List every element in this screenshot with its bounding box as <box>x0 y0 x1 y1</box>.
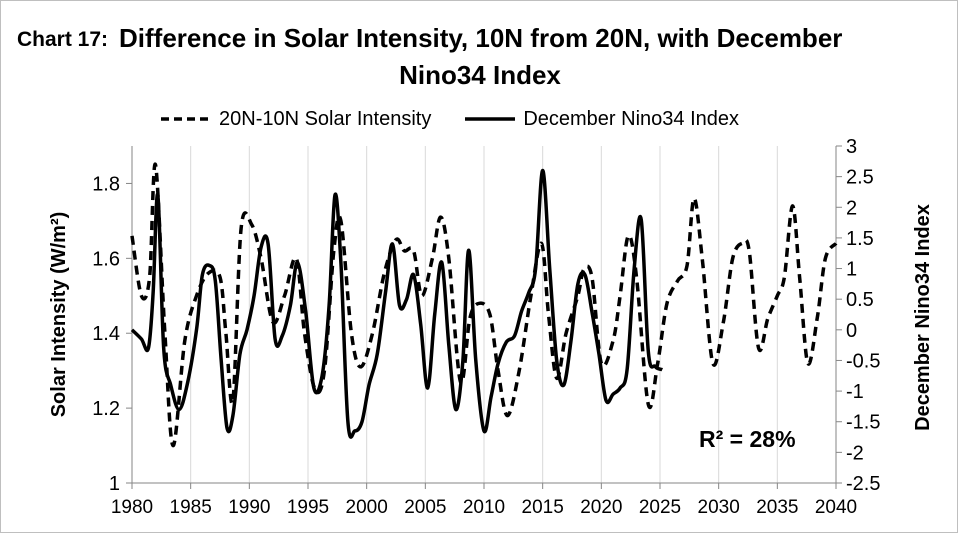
x-tick-label: 1985 <box>170 497 212 518</box>
legend-label-solar: 20N-10N Solar Intensity <box>219 107 432 130</box>
x-tick-label: 2000 <box>346 497 388 518</box>
y-tick-label-right: 0 <box>846 320 857 342</box>
legend: 20N-10N Solar Intensity December Nino34 … <box>161 105 773 133</box>
legend-swatch-solid <box>465 117 516 121</box>
y-tick-label-right: 2.5 <box>846 167 874 189</box>
y-tick-label-right: 0.5 <box>846 289 874 311</box>
x-tick-label: 1990 <box>228 497 270 518</box>
chart-number: Chart 17: <box>17 28 109 51</box>
y-tick-label-right: -2.5 <box>846 473 880 495</box>
y-tick-label-right: -1.5 <box>846 412 880 434</box>
y-tick-label-right: -1 <box>846 381 864 403</box>
x-tick-label: 1995 <box>287 497 329 518</box>
x-tick-label: 2010 <box>463 497 505 518</box>
x-tick-label: 2040 <box>815 497 857 518</box>
legend-label-nino: December Nino34 Index <box>523 107 740 130</box>
x-tick-label: 2005 <box>404 497 446 518</box>
y-tick-label-right: -0.5 <box>846 350 880 372</box>
legend-swatch-dashed <box>161 117 211 121</box>
y-tick-label-left: 1.6 <box>92 248 120 270</box>
y-tick-label-left: 1.2 <box>92 398 120 420</box>
y-tick-label-right: 3 <box>846 136 857 158</box>
x-tick-label: 1980 <box>111 497 153 518</box>
x-tick-label: 2030 <box>698 497 740 518</box>
y-tick-label-left: 1 <box>109 473 120 495</box>
r-squared-annotation: R² = 28% <box>699 426 796 452</box>
x-tick-label: 2025 <box>639 497 681 518</box>
y-tick-label-right: 1.5 <box>846 228 874 250</box>
series-line-nino34-index <box>130 168 664 439</box>
chart-title-line2: Nino34 Index <box>399 60 561 90</box>
y-tick-label-right: -2 <box>846 442 864 464</box>
y-tick-label-right: 1 <box>846 259 857 281</box>
y-axis-title-left: Solar Intensity (W/m²) <box>48 212 70 418</box>
y-tick-label-left: 1.8 <box>92 173 120 195</box>
x-tick-label: 2015 <box>522 497 564 518</box>
x-tick-label: 2020 <box>580 497 622 518</box>
x-tick-label: 2035 <box>756 497 798 518</box>
y-tick-label-left: 1.4 <box>92 323 120 345</box>
y-tick-label-right: 2 <box>846 197 857 219</box>
series-line-solar-intensity <box>130 162 838 448</box>
legend-item-solar: 20N-10N Solar Intensity <box>161 108 431 131</box>
y-axis-title-right: December Nino34 Index <box>912 204 934 431</box>
chart-title-line1: Difference in Solar Intensity, 10N from … <box>119 23 843 53</box>
legend-item-nino: December Nino34 Index <box>465 108 739 131</box>
